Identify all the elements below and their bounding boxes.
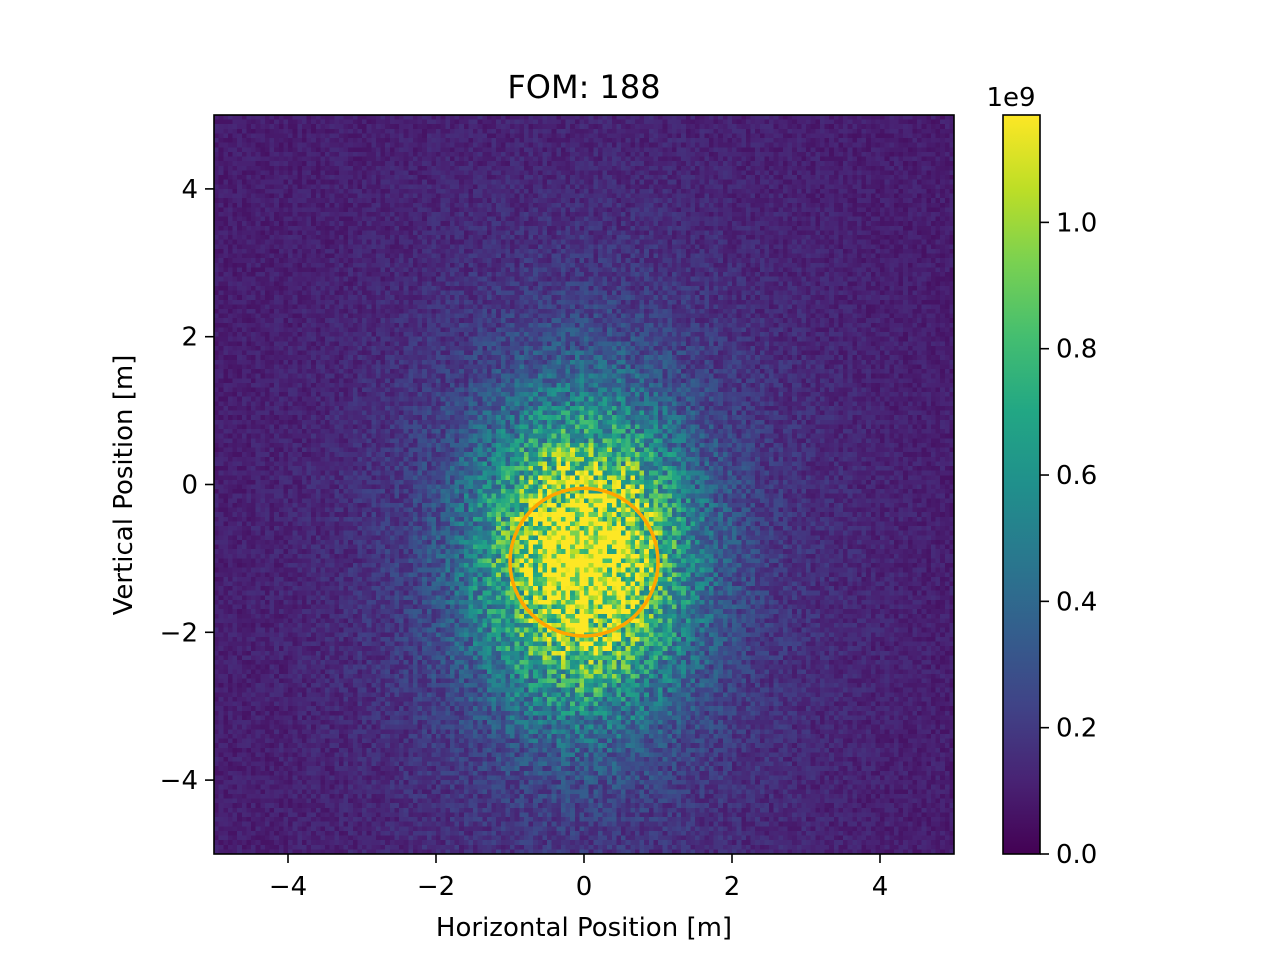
colorbar-tick-label: 0.4 [1056, 587, 1097, 617]
x-tick-label: 2 [724, 872, 741, 902]
colorbar-scale-label: 1e9 [986, 83, 1035, 113]
x-axis-label: Horizontal Position [m] [436, 913, 732, 943]
x-axis-ticks: −4 −2 0 2 4 [269, 854, 888, 902]
y-tick-label: 2 [181, 323, 198, 353]
colorbar-tick-label: 0.6 [1056, 461, 1097, 491]
colorbar-tick-label: 0.2 [1056, 714, 1097, 744]
heatmap [214, 115, 954, 854]
x-tick-label: −2 [417, 872, 455, 902]
colorbar-ticks: 0.0 0.2 0.4 0.6 0.8 1.0 [1040, 208, 1097, 870]
beam-circle [508, 486, 660, 638]
y-axis-label: Vertical Position [m] [109, 355, 139, 616]
y-tick-label: 4 [181, 175, 198, 205]
y-tick-label: 0 [181, 471, 198, 501]
x-tick-label: −4 [269, 872, 307, 902]
colorbar-gradient [1003, 115, 1040, 854]
colorbar-tick-label: 0.0 [1056, 840, 1097, 870]
colorbar-tick-label: 1.0 [1056, 208, 1097, 238]
y-tick-label: −2 [160, 618, 198, 648]
y-tick-label: −4 [160, 766, 198, 796]
colorbar-tick-label: 0.8 [1056, 335, 1097, 365]
beam-circle-layer [508, 486, 660, 638]
x-tick-label: 4 [872, 872, 889, 902]
colorbar [1003, 115, 1040, 854]
chart-title: FOM: 188 [507, 68, 660, 106]
y-axis-ticks: −4 −2 0 2 4 [160, 175, 214, 796]
heatmap-image [214, 115, 954, 854]
x-tick-label: 0 [576, 872, 593, 902]
colorbar-frame [1002, 114, 1041, 855]
